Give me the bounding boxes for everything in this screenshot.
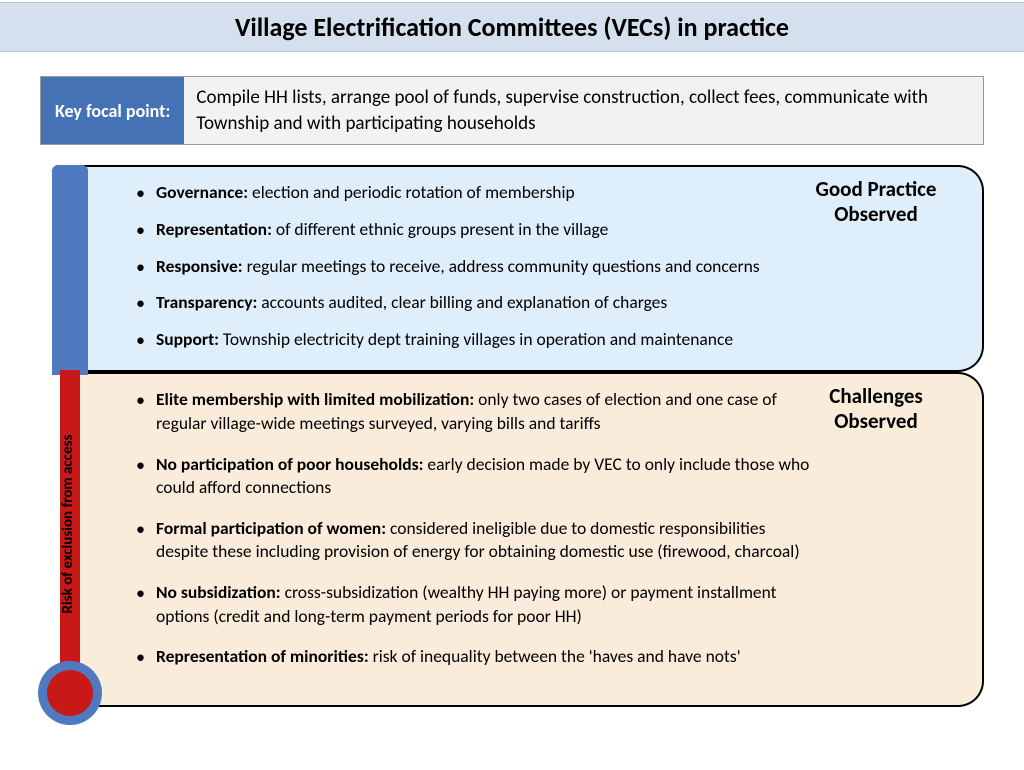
thermometer-bulb-inner bbox=[47, 670, 93, 716]
thermometer-icon: Risk of exclusion from access bbox=[40, 165, 100, 725]
focal-point-label: Key focal point: bbox=[41, 77, 184, 144]
focal-point-text: Compile HH lists, arrange pool of funds,… bbox=[184, 77, 983, 144]
list-item: Transparency: accounts audited, clear bi… bbox=[130, 291, 792, 315]
main-content: Good Practice Observed Governance: elect… bbox=[40, 165, 984, 725]
challenges-panel: Challenges Observed Elite membership wit… bbox=[70, 372, 984, 707]
list-item: Responsive: regular meetings to receive,… bbox=[130, 255, 792, 279]
page-title: Village Electrification Committees (VECs… bbox=[0, 11, 1024, 43]
focal-point-row: Key focal point: Compile HH lists, arran… bbox=[40, 76, 984, 145]
good-practice-panel: Good Practice Observed Governance: elect… bbox=[70, 165, 984, 372]
list-item: Representation: of different ethnic grou… bbox=[130, 218, 792, 242]
challenges-title: Challenges Observed bbox=[796, 384, 956, 434]
thermometer-cold bbox=[52, 165, 88, 375]
list-item: Representation of minorities: risk of in… bbox=[130, 645, 812, 669]
list-item: No participation of poor households: ear… bbox=[130, 453, 812, 500]
list-item: No subsidization: cross-subsidization (w… bbox=[130, 581, 812, 628]
thermometer-label: Risk of exclusion from access bbox=[59, 414, 77, 634]
title-bar: Village Electrification Committees (VECs… bbox=[0, 2, 1024, 52]
list-item: Support: Township electricity dept train… bbox=[130, 328, 792, 352]
list-item: Elite membership with limited mobilizati… bbox=[130, 388, 812, 435]
good-practice-title: Good Practice Observed bbox=[796, 177, 956, 227]
list-item: Formal participation of women: considere… bbox=[130, 517, 812, 564]
list-item: Governance: election and periodic rotati… bbox=[130, 181, 792, 205]
